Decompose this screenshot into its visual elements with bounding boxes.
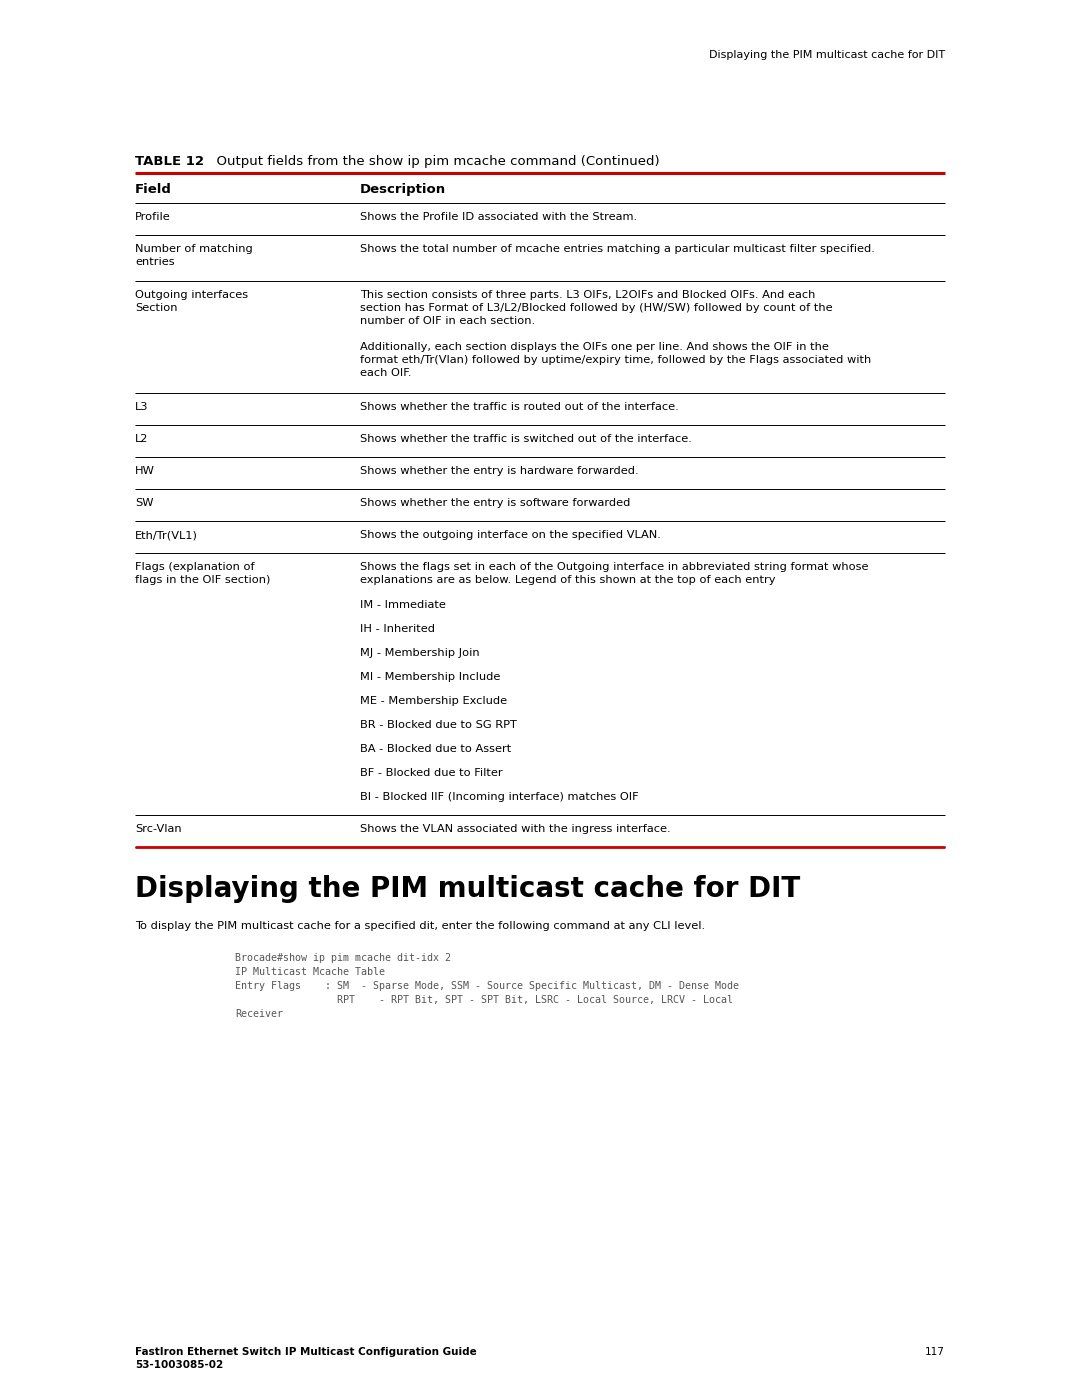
Text: L3: L3 [135, 402, 149, 412]
Text: Output fields from the show ip pim mcache command (Continued): Output fields from the show ip pim mcach… [208, 155, 660, 168]
Text: SW: SW [135, 497, 153, 509]
Text: Description: Description [360, 183, 446, 196]
Text: Shows whether the traffic is routed out of the interface.: Shows whether the traffic is routed out … [360, 402, 678, 412]
Text: Profile: Profile [135, 212, 171, 222]
Text: ME - Membership Exclude: ME - Membership Exclude [360, 696, 508, 705]
Text: Shows the VLAN associated with the ingress interface.: Shows the VLAN associated with the ingre… [360, 824, 671, 834]
Text: Shows whether the entry is hardware forwarded.: Shows whether the entry is hardware forw… [360, 467, 638, 476]
Text: IH - Inherited: IH - Inherited [360, 624, 435, 634]
Text: Flags (explanation of
flags in the OIF section): Flags (explanation of flags in the OIF s… [135, 562, 270, 585]
Text: 117: 117 [926, 1347, 945, 1356]
Text: Shows the total number of mcache entries matching a particular multicast filter : Shows the total number of mcache entries… [360, 244, 875, 254]
Text: Displaying the PIM multicast cache for DIT: Displaying the PIM multicast cache for D… [135, 875, 800, 902]
Text: IM - Immediate: IM - Immediate [360, 599, 446, 610]
Text: BR - Blocked due to SG RPT: BR - Blocked due to SG RPT [360, 719, 517, 731]
Text: BA - Blocked due to Assert: BA - Blocked due to Assert [360, 745, 511, 754]
Text: BI - Blocked IIF (Incoming interface) matches OIF: BI - Blocked IIF (Incoming interface) ma… [360, 792, 638, 802]
Text: Displaying the PIM multicast cache for DIT: Displaying the PIM multicast cache for D… [708, 50, 945, 60]
Text: Number of matching
entries: Number of matching entries [135, 244, 253, 267]
Text: Shows the outgoing interface on the specified VLAN.: Shows the outgoing interface on the spec… [360, 529, 661, 541]
Text: HW: HW [135, 467, 154, 476]
Text: MJ - Membership Join: MJ - Membership Join [360, 648, 480, 658]
Text: MI - Membership Include: MI - Membership Include [360, 672, 500, 682]
Text: TABLE 12: TABLE 12 [135, 155, 204, 168]
Text: Shows the Profile ID associated with the Stream.: Shows the Profile ID associated with the… [360, 212, 637, 222]
Text: Brocade#show ip pim mcache dit-idx 2
IP Multicast Mcache Table
Entry Flags    : : Brocade#show ip pim mcache dit-idx 2 IP … [235, 953, 739, 1018]
Text: Src-Vlan: Src-Vlan [135, 824, 181, 834]
Text: This section consists of three parts. L3 OIFs, L2OIFs and Blocked OIFs. And each: This section consists of three parts. L3… [360, 291, 833, 326]
Text: Field: Field [135, 183, 172, 196]
Text: BF - Blocked due to Filter: BF - Blocked due to Filter [360, 768, 502, 778]
Text: Outgoing interfaces
Section: Outgoing interfaces Section [135, 291, 248, 313]
Text: Shows whether the traffic is switched out of the interface.: Shows whether the traffic is switched ou… [360, 434, 692, 444]
Text: Additionally, each section displays the OIFs one per line. And shows the OIF in : Additionally, each section displays the … [360, 342, 872, 377]
Text: Eth/Tr(VL1): Eth/Tr(VL1) [135, 529, 198, 541]
Text: 53-1003085-02: 53-1003085-02 [135, 1361, 224, 1370]
Text: FastIron Ethernet Switch IP Multicast Configuration Guide: FastIron Ethernet Switch IP Multicast Co… [135, 1347, 476, 1356]
Text: To display the PIM multicast cache for a specified dit, enter the following comm: To display the PIM multicast cache for a… [135, 921, 705, 930]
Text: L2: L2 [135, 434, 148, 444]
Text: Shows whether the entry is software forwarded: Shows whether the entry is software forw… [360, 497, 631, 509]
Text: Shows the flags set in each of the Outgoing interface in abbreviated string form: Shows the flags set in each of the Outgo… [360, 562, 868, 585]
